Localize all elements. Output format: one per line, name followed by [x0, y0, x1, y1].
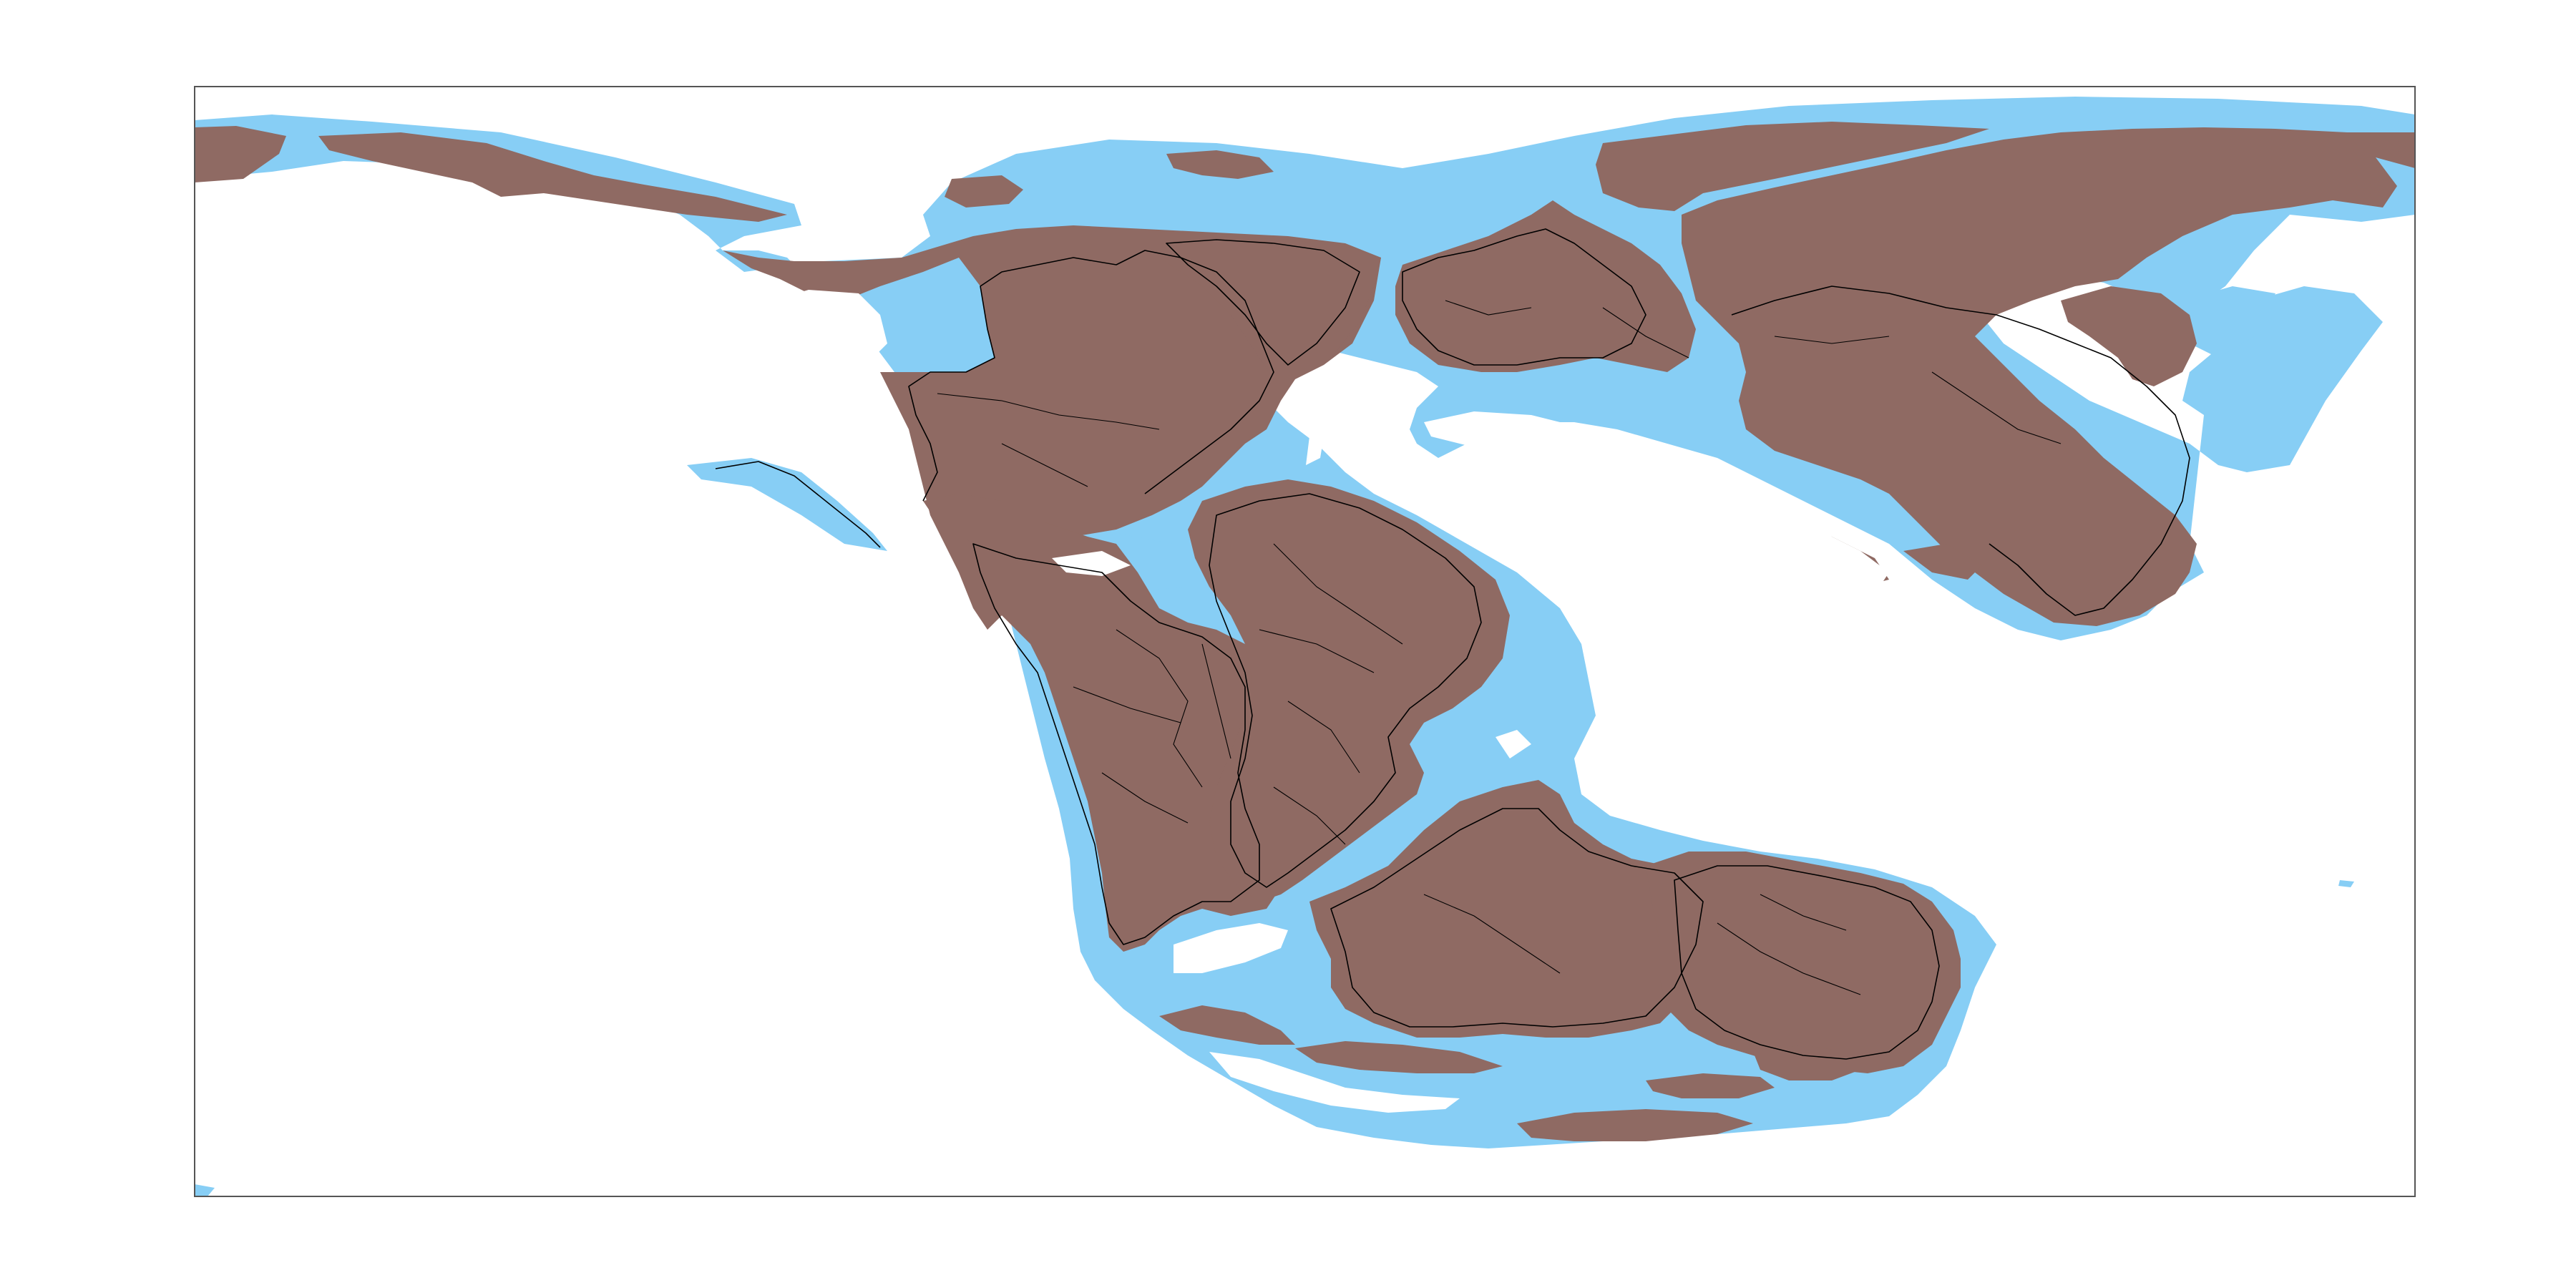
south-american-block — [923, 494, 1281, 952]
east-island-shelf — [2338, 880, 2354, 887]
coastline-africa — [1209, 493, 1482, 888]
borders-europe-asia — [1445, 300, 2062, 444]
asian-east-lobe — [2061, 286, 2197, 386]
coastline-overlay — [715, 228, 2190, 1060]
european-block — [1395, 200, 1696, 372]
coastline-asia — [1731, 286, 2190, 616]
caribbean-basin — [1052, 551, 1131, 576]
central-atlantic-channel — [1306, 436, 1324, 465]
pacific-inlet-north — [773, 290, 887, 358]
north-pacific-island-shelf — [687, 458, 887, 551]
coastline-north-america — [908, 250, 1274, 502]
southern-fragment-east — [1646, 1073, 1775, 1098]
southern-fragment-central — [1295, 1041, 1503, 1073]
north-american-block — [723, 225, 1381, 630]
indian-block — [1753, 1045, 1860, 1080]
tethys-ocean — [1424, 411, 1889, 594]
borders-antarctica-australia — [1423, 894, 1861, 995]
south-pole-shelf-corner — [195, 1184, 215, 1196]
map-frame-outline — [194, 86, 2416, 1197]
southern-fragment-south — [1517, 1109, 1753, 1141]
african-block — [1188, 479, 1510, 902]
deep-water-intrusions — [773, 290, 1889, 1113]
asian-shelf-east — [2182, 286, 2275, 358]
coastline-south-america — [972, 543, 1260, 945]
europe-arctic-fragment — [945, 175, 1023, 208]
svalbard-fragment — [1166, 150, 1274, 179]
land-layer — [195, 122, 2415, 1141]
coastline-australia — [1674, 865, 1940, 1060]
greenland-block — [1159, 236, 1381, 379]
antarctic-block — [1309, 780, 1717, 1038]
borders-north-america — [937, 393, 1160, 487]
borders-south-america — [1073, 629, 1231, 824]
asian-block — [1682, 127, 2415, 626]
africa-rift-basin — [1496, 730, 1531, 758]
southern-fragment-west — [1159, 1005, 1295, 1045]
coastline-antarctica — [1330, 808, 1704, 1028]
southern-rift-channel — [1209, 1052, 1460, 1113]
south-atlantic-rift — [1174, 923, 1288, 973]
borders-africa — [1259, 543, 1403, 845]
coastline-pacific-island — [715, 461, 881, 548]
australian-block — [1646, 852, 1961, 1073]
northern-asia-strip — [1596, 122, 1989, 211]
arctic-strip — [195, 126, 286, 182]
coastline-europe — [1402, 228, 1646, 366]
coastline-greenland — [1166, 239, 1360, 366]
arctic-strip-west — [318, 132, 787, 222]
asian-southern-fragment — [1903, 544, 1982, 580]
